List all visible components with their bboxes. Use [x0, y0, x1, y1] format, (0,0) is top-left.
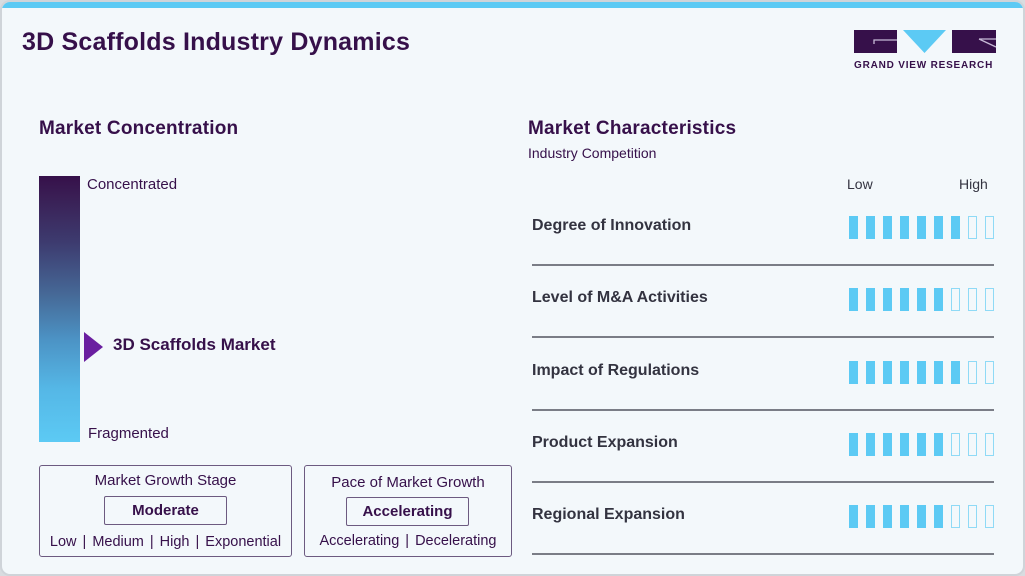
row-divider — [532, 336, 994, 338]
rating-bars — [849, 216, 1002, 239]
rating-bar-filled-icon — [934, 433, 943, 456]
rating-bar-filled-icon — [883, 216, 892, 239]
growth-stage-scale: Low | Medium | High | Exponential — [49, 534, 282, 550]
characteristic-row: Impact of Regulations — [532, 337, 994, 411]
growth-stage-option: High — [159, 534, 190, 550]
row-divider — [532, 409, 994, 411]
row-divider — [532, 481, 994, 483]
growth-stage-option: Medium — [92, 534, 144, 550]
page-title: 3D Scaffolds Industry Dynamics — [22, 28, 411, 56]
rating-bar-empty-icon — [985, 288, 994, 311]
rating-bar-filled-icon — [900, 505, 909, 528]
growth-stage-box: Market Growth Stage Moderate Low | Medium |… — [39, 465, 292, 557]
rating-bar-filled-icon — [866, 361, 875, 384]
rating-bar-filled-icon — [883, 288, 892, 311]
rating-bar-empty-icon — [951, 433, 960, 456]
rating-bar-empty-icon — [951, 505, 960, 528]
rating-bar-empty-icon — [968, 216, 977, 239]
rating-bar-empty-icon — [968, 288, 977, 311]
rating-bar-empty-icon — [951, 288, 960, 311]
rating-bar-filled-icon — [883, 433, 892, 456]
market-concentration-heading: Market Concentration — [39, 118, 239, 139]
industry-competition-subheading: Industry Competition — [528, 145, 657, 161]
rating-bar-filled-icon — [934, 361, 943, 384]
rating-bar-empty-icon — [968, 505, 977, 528]
rating-bar-filled-icon — [951, 216, 960, 239]
fragmented-label: Fragmented — [88, 425, 169, 442]
rating-bar-empty-icon — [968, 433, 977, 456]
growth-stage-option: Exponential — [205, 534, 282, 550]
characteristic-label: Level of M&A Activities — [532, 289, 708, 306]
rating-bar-filled-icon — [866, 505, 875, 528]
characteristic-row: Regional Expansion — [532, 481, 994, 555]
rating-bar-filled-icon — [917, 288, 926, 311]
rating-bar-filled-icon — [934, 505, 943, 528]
rating-bar-filled-icon — [934, 288, 943, 311]
growth-pace-title: Pace of Market Growth — [331, 474, 485, 491]
rating-bar-filled-icon — [883, 505, 892, 528]
rating-bar-filled-icon — [849, 433, 858, 456]
concentration-gradient-bar — [39, 176, 80, 442]
market-position-marker-icon — [84, 332, 103, 362]
top-accent-bar — [2, 2, 1023, 8]
rating-bar-filled-icon — [866, 216, 875, 239]
rating-bar-empty-icon — [985, 361, 994, 384]
characteristic-label: Regional Expansion — [532, 506, 685, 523]
rating-bar-filled-icon — [866, 433, 875, 456]
rating-bar-filled-icon — [900, 361, 909, 384]
market-position-label: 3D Scaffolds Market — [113, 335, 276, 354]
characteristic-row: Level of M&A Activities — [532, 264, 994, 338]
growth-stage-value: Moderate — [104, 496, 227, 525]
growth-pace-box: Pace of Market Growth Accelerating Accel… — [304, 465, 512, 557]
rating-bar-filled-icon — [951, 361, 960, 384]
rating-bar-filled-icon — [849, 361, 858, 384]
rating-bar-filled-icon — [849, 288, 858, 311]
growth-pace-scale: Accelerating | Decelerating — [319, 533, 497, 549]
characteristic-label: Degree of Innovation — [532, 217, 692, 234]
scale-high-label: High — [959, 176, 988, 192]
market-characteristics-heading: Market Characteristics — [528, 118, 737, 139]
growth-stage-title: Market Growth Stage — [94, 472, 237, 489]
characteristic-label: Product Expansion — [532, 434, 678, 451]
rating-bar-filled-icon — [900, 433, 909, 456]
rating-bar-empty-icon — [985, 433, 994, 456]
rating-bar-filled-icon — [917, 216, 926, 239]
rating-bars — [849, 505, 1002, 528]
rating-bar-filled-icon — [934, 216, 943, 239]
rating-bars — [849, 288, 1002, 311]
rating-bar-filled-icon — [917, 505, 926, 528]
rating-bars — [849, 361, 1002, 384]
rating-bar-filled-icon — [917, 361, 926, 384]
growth-pace-option: Accelerating — [319, 533, 400, 549]
rating-bar-empty-icon — [985, 216, 994, 239]
characteristic-row: Product Expansion — [532, 409, 994, 483]
growth-stage-option: Low — [49, 534, 77, 550]
rating-bar-filled-icon — [849, 216, 858, 239]
row-divider — [532, 553, 994, 555]
rating-bar-filled-icon — [900, 216, 909, 239]
characteristic-row: Degree of Innovation — [532, 192, 994, 266]
gvr-logo-icon — [854, 30, 996, 53]
scale-low-label: Low — [847, 176, 873, 192]
rating-bar-filled-icon — [917, 433, 926, 456]
concentrated-label: Concentrated — [87, 176, 178, 193]
logo-text: GRAND VIEW RESEARCH — [854, 60, 994, 71]
rating-bar-empty-icon — [968, 361, 977, 384]
growth-pace-option: Decelerating — [415, 533, 497, 549]
rating-bar-filled-icon — [866, 288, 875, 311]
growth-pace-value: Accelerating — [346, 497, 469, 526]
rating-bars — [849, 433, 1002, 456]
rating-bar-filled-icon — [849, 505, 858, 528]
rating-bar-filled-icon — [883, 361, 892, 384]
rating-bar-empty-icon — [985, 505, 994, 528]
characteristic-label: Impact of Regulations — [532, 362, 700, 379]
rating-bar-filled-icon — [900, 288, 909, 311]
row-divider — [532, 264, 994, 266]
